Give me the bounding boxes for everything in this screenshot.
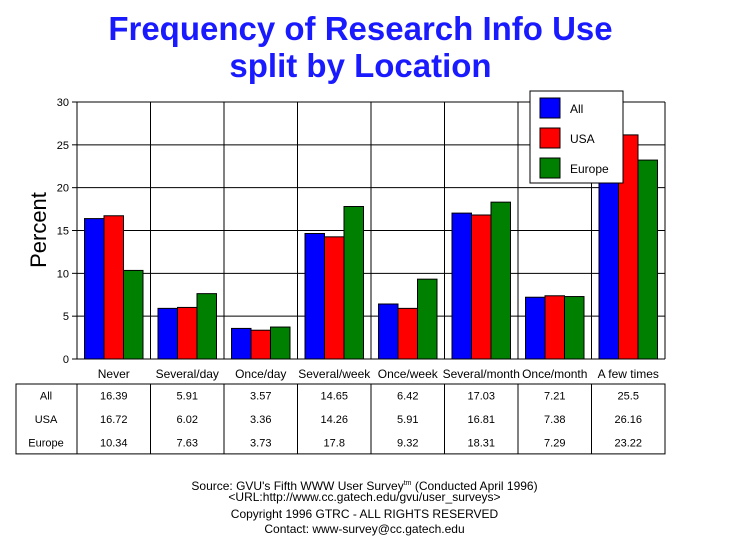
table-cell: 5.91 xyxy=(397,414,418,426)
bar-europe xyxy=(343,206,364,360)
source-line: Source: GVU's Fifth WWW User Surveytm (C… xyxy=(0,476,729,494)
bar-europe xyxy=(564,296,585,360)
source-text: Source: GVU's Fifth WWW User Survey xyxy=(191,479,404,493)
bar-europe xyxy=(490,201,511,360)
table-cell: 26.16 xyxy=(614,414,642,426)
table-cell: 7.29 xyxy=(544,437,565,449)
table-cell: 17.8 xyxy=(324,437,345,449)
table-cell: 14.65 xyxy=(320,391,348,403)
trademark-mark: tm xyxy=(403,480,412,487)
x-tick-label: Never xyxy=(98,367,130,381)
table-cell: 17.03 xyxy=(467,391,495,403)
legend-label-all: All xyxy=(570,102,583,116)
x-tick-label: Once/day xyxy=(235,367,286,381)
table-cell: 7.38 xyxy=(544,414,565,426)
legend-swatch-all xyxy=(539,97,561,119)
y-tick-label: 15 xyxy=(57,226,69,238)
y-axis-label: Percent xyxy=(26,192,51,268)
bar-usa xyxy=(471,214,492,360)
copyright-line: Copyright 1996 GTRC - ALL RIGHTS RESERVE… xyxy=(230,507,499,521)
legend-label-usa: USA xyxy=(570,132,595,146)
table-cell: 7.21 xyxy=(544,391,565,403)
legend-swatch-usa xyxy=(539,127,561,149)
legend-label-europe: Europe xyxy=(570,162,609,176)
table-cell: 25.5 xyxy=(618,391,639,403)
bar-usa xyxy=(397,307,418,360)
bar-europe xyxy=(417,278,438,360)
table-cell: 7.63 xyxy=(177,437,198,449)
table-cell: 23.22 xyxy=(614,437,642,449)
table-cell: 9.32 xyxy=(397,437,418,449)
table-cell: 16.39 xyxy=(100,391,128,403)
bar-usa xyxy=(324,236,345,360)
table-cell: 14.26 xyxy=(320,414,348,426)
table-row-label: All xyxy=(40,391,52,403)
bar-usa xyxy=(177,306,198,360)
x-tick-label: Several/week xyxy=(298,367,371,381)
y-tick-label: 0 xyxy=(63,354,69,366)
table-cell: 10.34 xyxy=(100,437,128,449)
chart-title: Frequency of Research Info Use xyxy=(108,10,613,47)
bar-europe xyxy=(270,326,291,360)
x-tick-label: Several/day xyxy=(156,367,219,381)
contact-line: Contact: www-survey@cc.gatech.edu xyxy=(264,522,465,536)
y-tick-label: 10 xyxy=(57,268,69,280)
y-tick-label: 30 xyxy=(57,97,69,109)
table-cell: 3.57 xyxy=(250,391,271,403)
bar-all xyxy=(451,212,472,360)
table-cell: 16.72 xyxy=(100,414,128,426)
chart-subtitle: split by Location xyxy=(229,47,492,84)
bar-all xyxy=(525,296,546,360)
table-cell: 6.02 xyxy=(177,414,198,426)
table-cell: 6.42 xyxy=(397,391,418,403)
table-cell: 5.91 xyxy=(177,391,198,403)
y-tick-label: 20 xyxy=(57,183,69,195)
y-tick-label: 25 xyxy=(57,140,69,152)
y-tick-label: 5 xyxy=(63,311,69,323)
bar-all xyxy=(304,232,325,360)
x-tick-label: A few times xyxy=(598,367,659,381)
bar-europe xyxy=(123,269,144,360)
bar-usa xyxy=(250,329,271,360)
x-tick-label: Once/month xyxy=(522,367,587,381)
x-tick-label: Several/month xyxy=(443,367,520,381)
table-row-label: USA xyxy=(35,414,58,426)
table-cell: 16.81 xyxy=(467,414,495,426)
table-row-label: Europe xyxy=(28,437,63,449)
source-url: <URL:http://www.cc.gatech.edu/gvu/user_s… xyxy=(228,490,501,504)
bar-europe xyxy=(637,159,658,360)
bar-all xyxy=(231,327,252,360)
x-tick-label: Once/week xyxy=(378,367,439,381)
bar-all xyxy=(157,307,178,360)
table-cell: 18.31 xyxy=(467,437,495,449)
bar-usa xyxy=(103,215,124,360)
bar-usa xyxy=(544,295,565,360)
legend-swatch-europe xyxy=(539,157,561,179)
table-cell: 3.73 xyxy=(250,437,271,449)
bar-all xyxy=(84,218,105,360)
table-cell: 3.36 xyxy=(250,414,271,426)
bar-all xyxy=(378,303,399,360)
bar-europe xyxy=(196,293,217,360)
survey-date: (Conducted April 1996) xyxy=(411,479,538,493)
